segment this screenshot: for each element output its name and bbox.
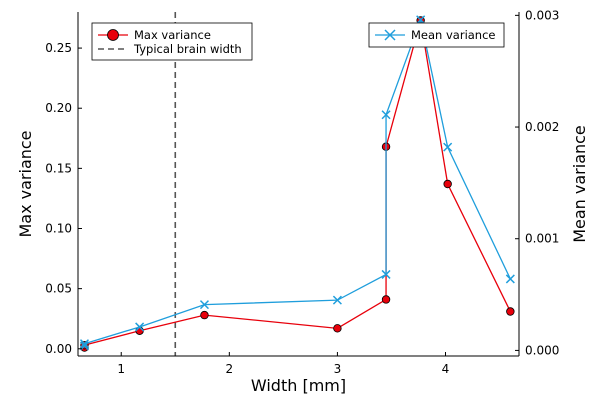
data-point	[443, 142, 453, 152]
x-marker-stroke	[381, 269, 391, 279]
data-point	[79, 339, 90, 349]
x-tick-label: 1	[117, 362, 125, 376]
data-point	[135, 322, 145, 332]
data-point	[443, 179, 452, 189]
data-point	[505, 274, 515, 284]
y-right-tick-label: 0.002	[525, 120, 559, 134]
legend-left-box	[91, 22, 253, 61]
y-left-tick-label: 0.20	[45, 101, 72, 115]
y-left-tick-label: 0.15	[45, 161, 72, 175]
data-point	[381, 295, 391, 304]
y-left-tick-label: 0.05	[45, 282, 72, 296]
x-tick-label: 4	[442, 362, 450, 376]
data-point	[381, 269, 391, 279]
series-mean-variance	[79, 15, 515, 351]
data-point	[332, 295, 342, 305]
legend-label: Mean variance	[411, 28, 496, 42]
legend-right: Mean variance	[368, 22, 505, 48]
x-marker-stroke	[135, 322, 145, 332]
x-marker-stroke	[384, 29, 396, 41]
plot-area	[79, 12, 515, 356]
data-point	[381, 110, 391, 120]
legend-swatch-marker	[107, 29, 119, 41]
x-marker-stroke	[332, 295, 342, 305]
x-tick-label: 3	[334, 362, 342, 376]
x-marker-stroke	[199, 300, 209, 310]
series-line	[83, 17, 511, 346]
legend-label: Max variance	[134, 28, 211, 42]
axes	[77, 12, 520, 357]
x-marker-stroke	[416, 15, 426, 25]
data-point	[200, 310, 209, 320]
x-tick-label: 2	[226, 362, 234, 376]
x-axis-label: Width [mm]	[251, 376, 346, 395]
y-axis-left-label: Max variance	[16, 130, 35, 237]
y-right-tick-label: 0.003	[525, 8, 559, 22]
y-right-tick-label: 0.000	[525, 343, 559, 357]
y-axis-right-label: Mean variance	[570, 125, 589, 243]
data-point	[333, 324, 342, 333]
ticks: 1 2 3 4 0.00 0.05 0.10 0.15 0.20 0.25 0.000 0.001 0.…	[45, 8, 559, 376]
data-point	[416, 15, 426, 25]
legend-swatch-marker	[384, 29, 396, 41]
y-left-tick-label: 0.25	[45, 41, 72, 55]
x-marker-stroke	[79, 339, 90, 349]
data-point	[199, 300, 209, 310]
y-left-tick-label: 0.10	[45, 222, 72, 236]
y-right-tick-label: 0.001	[525, 232, 559, 246]
y-left-tick-label: 0.00	[45, 342, 72, 356]
legend-label: Typical brain width	[133, 42, 242, 56]
x-marker-stroke	[505, 274, 515, 284]
series-line	[83, 20, 511, 348]
x-marker-stroke	[381, 110, 391, 120]
x-marker-stroke	[443, 142, 453, 152]
data-point	[506, 307, 515, 316]
